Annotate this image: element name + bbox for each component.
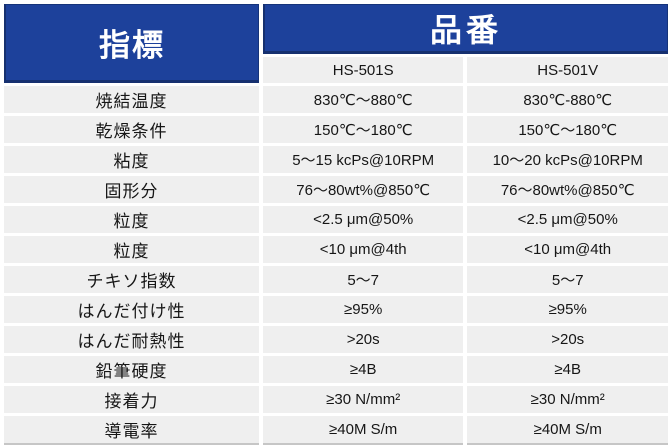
value-cell-hs-501v: 830℃-880℃: [467, 86, 668, 113]
row-label-cell: 鉛筆硬度: [4, 356, 259, 383]
value-cell-hs-501s: 76～80wt%@850℃: [262, 176, 464, 203]
value-cell-hs-501s: ≥4B: [262, 356, 464, 383]
value-cell-hs-501v: 5～7: [467, 266, 668, 293]
table-row: 粒度 <2.5 μm@50% <2.5 μm@50%: [4, 206, 668, 233]
row-label-cell: 固形分: [4, 176, 259, 203]
value-cell-hs-501v: ≥4B: [467, 356, 668, 383]
value-cell-hs-501s: ≥95%: [262, 296, 464, 323]
column-header-hs-501s: HS-501S: [262, 57, 464, 83]
indicator-header-cell: 指標: [4, 4, 259, 83]
value-cell-hs-501v: 76～80wt%@850℃: [467, 176, 668, 203]
table-row: 導電率 ≥40M S/m ≥40M S/m: [4, 416, 668, 445]
table-row: 固形分 76～80wt%@850℃ 76～80wt%@850℃: [4, 176, 668, 203]
table-row: 接着力 ≥30 N/mm² ≥30 N/mm²: [4, 386, 668, 413]
table-row: はんだ付け性 ≥95% ≥95%: [4, 296, 668, 323]
part-number-header-cell: 品番: [262, 4, 668, 54]
value-cell-hs-501v: 150℃～180℃: [467, 116, 668, 143]
value-cell-hs-501s: <2.5 μm@50%: [262, 206, 464, 233]
value-cell-hs-501v: 10～20 kcPs@10RPM: [467, 146, 668, 173]
row-label-cell: はんだ付け性: [4, 296, 259, 323]
value-cell-hs-501s: ≥40M S/m: [262, 416, 464, 445]
row-label-cell: 接着力: [4, 386, 259, 413]
table-row: 乾燥条件 150℃～180℃ 150℃～180℃: [4, 116, 668, 143]
header-row-columns: HS-501S HS-501V: [4, 57, 668, 83]
value-cell-hs-501s: >20s: [262, 326, 464, 353]
table-row: はんだ耐熱性 >20s >20s: [4, 326, 668, 353]
value-cell-hs-501s: 5～7: [262, 266, 464, 293]
header-row-part-number: 指標 品番: [4, 4, 668, 83]
row-label-cell: 導電率: [4, 416, 259, 445]
value-cell-hs-501s: 150℃～180℃: [262, 116, 464, 143]
row-label-cell: 粘度: [4, 146, 259, 173]
value-cell-hs-501v: ≥40M S/m: [467, 416, 668, 445]
row-label-cell: 粒度: [4, 206, 259, 233]
table-row: チキソ指数 5～7 5～7: [4, 266, 668, 293]
row-label-cell: はんだ耐熱性: [4, 326, 259, 353]
table-row: 焼結温度 830℃～880℃ 830℃-880℃: [4, 86, 668, 113]
value-cell-hs-501s: ≥30 N/mm²: [262, 386, 464, 413]
table-row: 粒度 <10 μm@4th <10 μm@4th: [4, 236, 668, 263]
value-cell-hs-501s: <10 μm@4th: [262, 236, 464, 263]
value-cell-hs-501v: <10 μm@4th: [467, 236, 668, 263]
value-cell-hs-501s: 5～15 kcPs@10RPM: [262, 146, 464, 173]
row-label-cell: 焼結温度: [4, 86, 259, 113]
table-row: 粘度 5～15 kcPs@10RPM 10～20 kcPs@10RPM: [4, 146, 668, 173]
value-cell-hs-501v: <2.5 μm@50%: [467, 206, 668, 233]
row-label-cell: 乾燥条件: [4, 116, 259, 143]
column-header-hs-501v: HS-501V: [467, 57, 668, 83]
value-cell-hs-501v: ≥95%: [467, 296, 668, 323]
row-label-cell: チキソ指数: [4, 266, 259, 293]
table-row: 鉛筆硬度 ≥4B ≥4B: [4, 356, 668, 383]
value-cell-hs-501v: ≥30 N/mm²: [467, 386, 668, 413]
row-label-cell: 粒度: [4, 236, 259, 263]
value-cell-hs-501v: >20s: [467, 326, 668, 353]
value-cell-hs-501s: 830℃～880℃: [262, 86, 464, 113]
